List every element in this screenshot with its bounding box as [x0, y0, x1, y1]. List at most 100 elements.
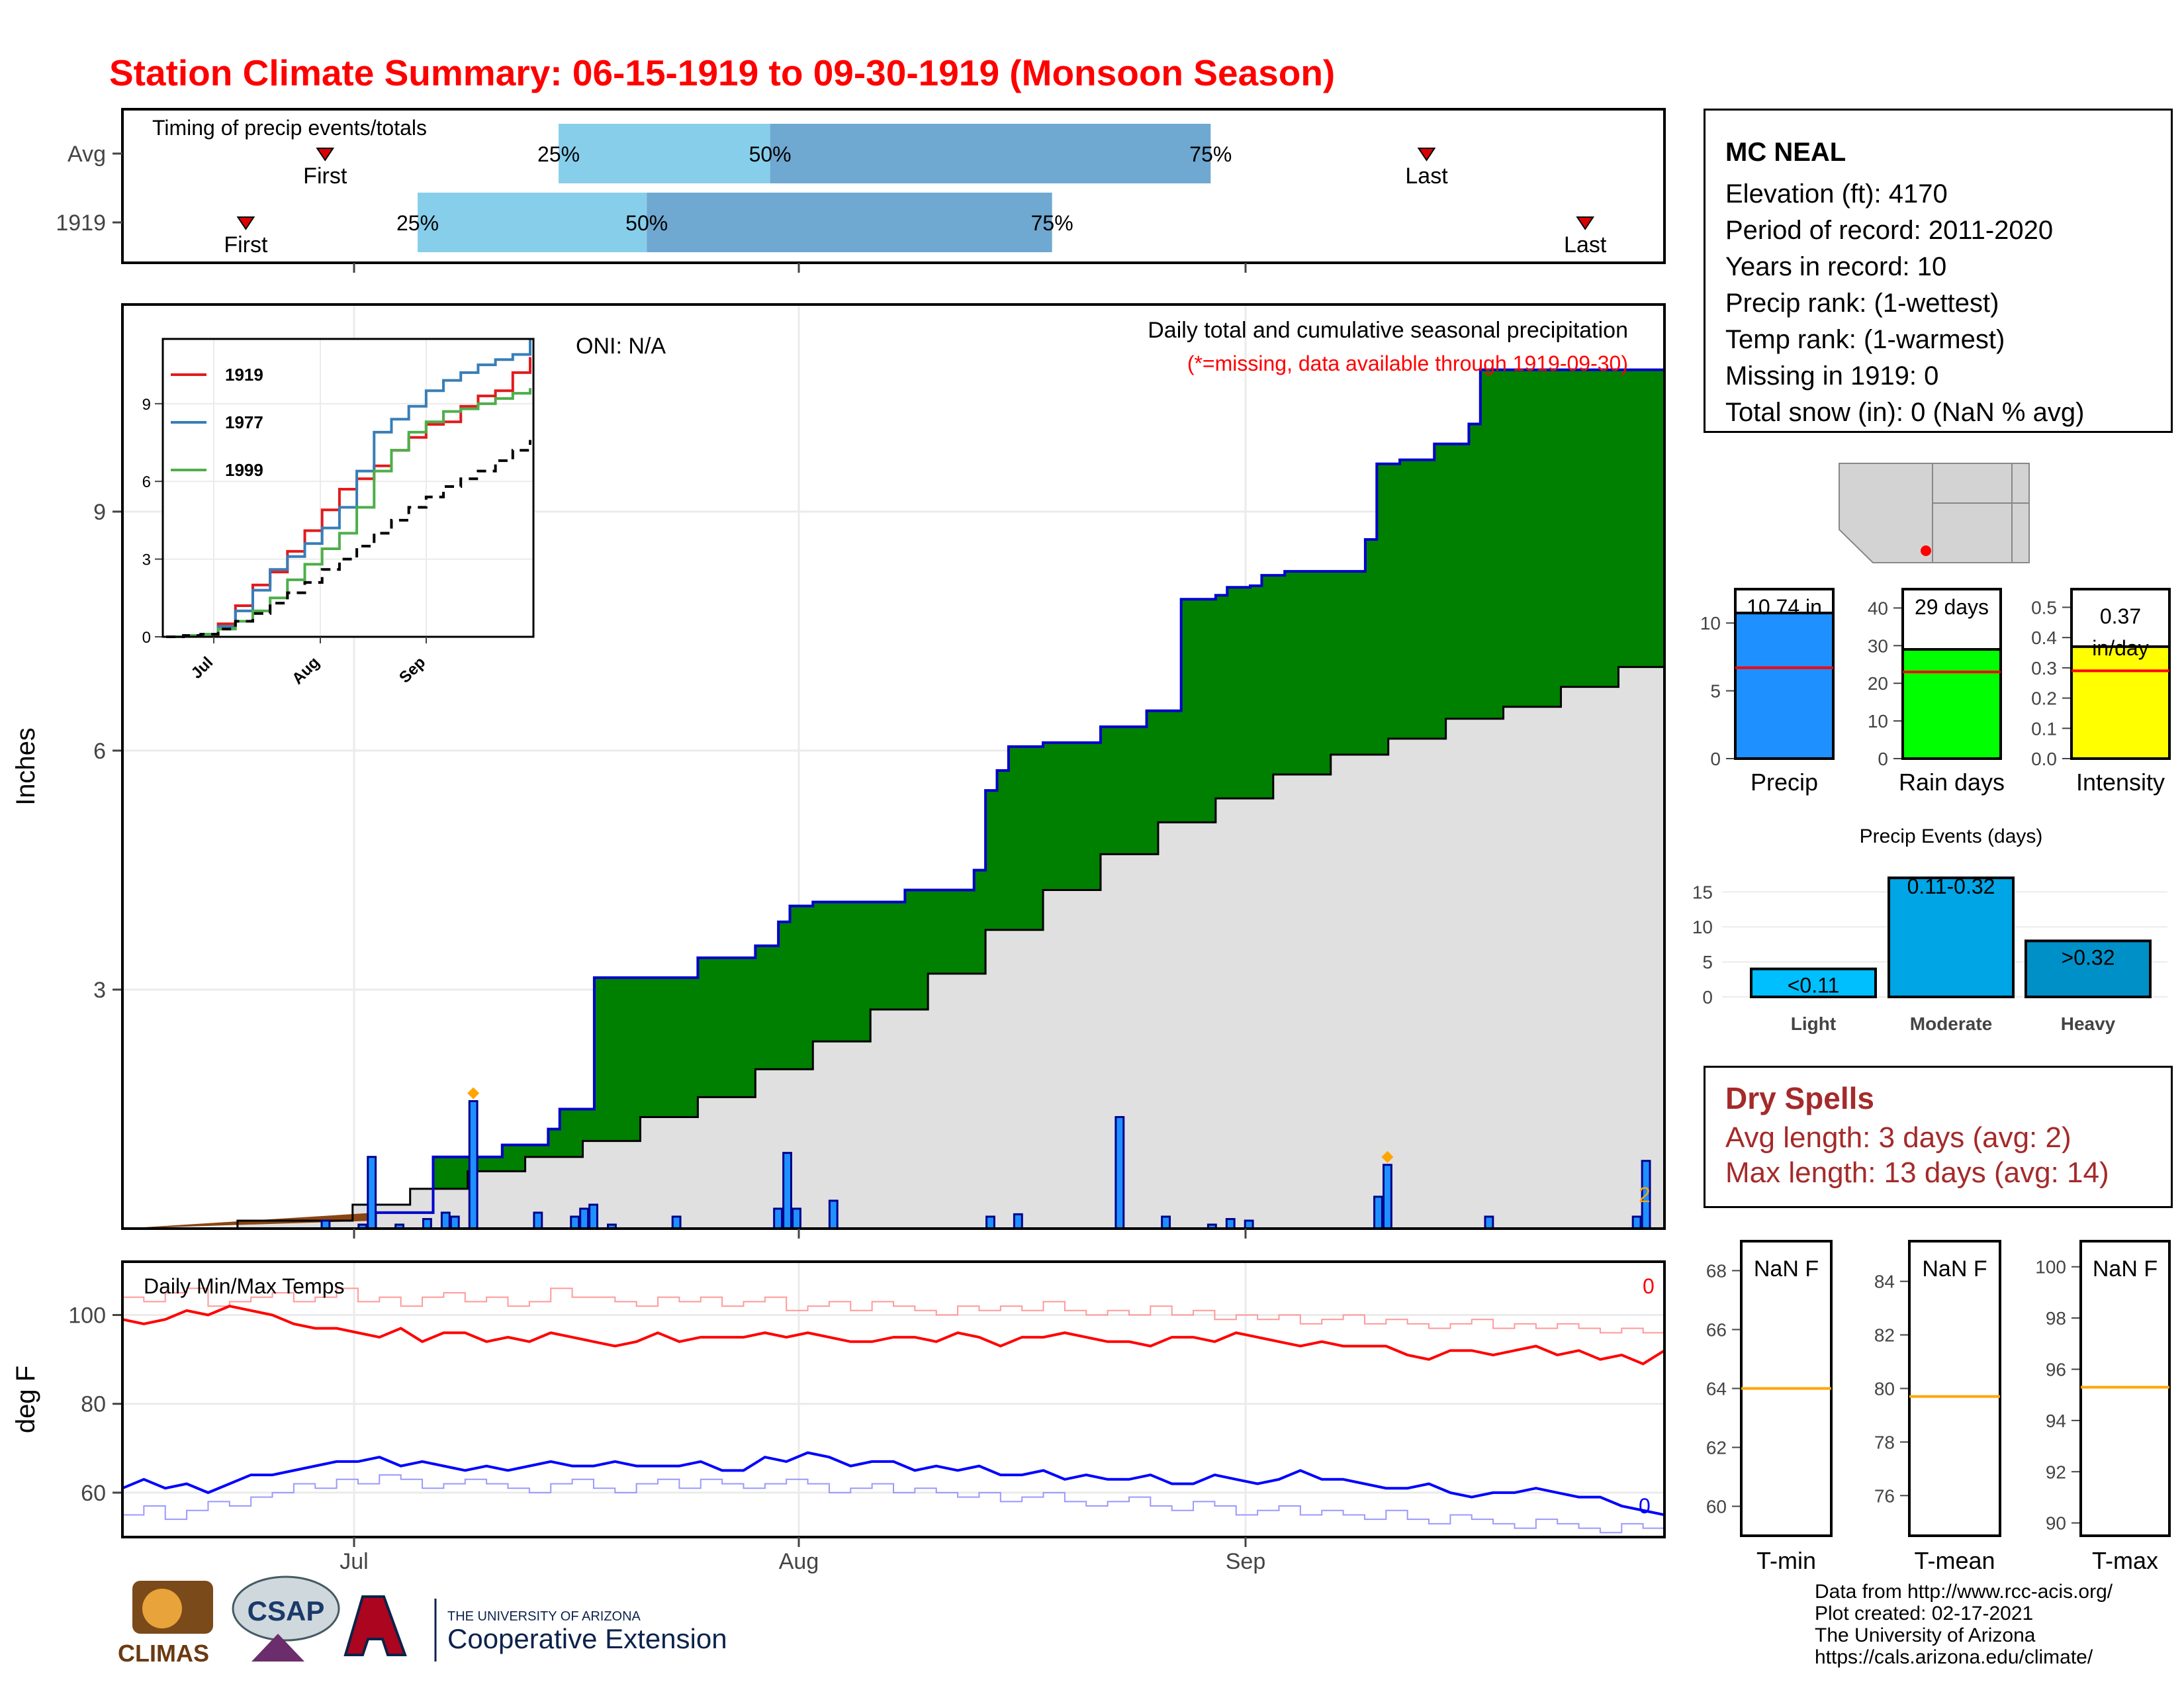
tsummary-ytick-label: 80: [1874, 1379, 1895, 1399]
dry-spells-title: Dry Spells: [1725, 1081, 1874, 1115]
temps-panel: 60 80 100 Daily Min/Max Temps 0 0 deg F Jul Aug S…: [11, 1260, 1666, 1574]
credit-line: https://cals.arizona.edu/climate/: [1815, 1646, 2093, 1668]
event-bar-label: 0.11-0.32: [1907, 874, 1995, 898]
daily-precip-bar: [570, 1215, 580, 1230]
temps-frame: [121, 1260, 1666, 1538]
precip-frame: [121, 303, 1666, 1230]
daily-precip-bar: [422, 1218, 432, 1230]
summary-ytick-label: 0.1: [2031, 718, 2057, 739]
inset-legend-label: 1919: [225, 365, 263, 385]
tsummary-ytick-label: 78: [1874, 1432, 1895, 1452]
summary-value-text: 10.74 in: [1747, 595, 1822, 619]
event-bar: [1888, 876, 2015, 998]
average-cumulative-fill-top: [122, 659, 1664, 1229]
summary-value-text2: in/day: [2092, 636, 2148, 660]
daily-precip-bar: [1013, 1213, 1023, 1230]
missing-marker: [1381, 1150, 1394, 1163]
tsummary-ytick-label: 64: [1706, 1379, 1727, 1399]
summary-ytick-label: 0: [1710, 749, 1721, 769]
inset-ytick-label: 0: [142, 629, 151, 647]
dry-spells-box: Dry Spells Avg length: 3 days (avg: 2) M…: [1704, 1066, 2173, 1208]
tsummary-ytick-label: 68: [1706, 1261, 1727, 1282]
temp-series-line: [122, 1288, 1665, 1338]
map-region: [1839, 463, 2030, 563]
timing-marker-triangle: [236, 216, 255, 230]
temp-series-line: [122, 1474, 1665, 1534]
inset-series-line: [166, 388, 531, 638]
tsummary-ytick-label: 76: [1874, 1485, 1895, 1506]
temps-xtick-label: Sep: [1226, 1549, 1266, 1574]
daily-precip-bar: [533, 1211, 543, 1230]
summary-ytick-label: 20: [1868, 673, 1888, 694]
precip-ytick-label: 6: [93, 739, 106, 764]
events-ytick-label: 0: [1702, 987, 1713, 1008]
inset-ytick-label: 6: [142, 473, 151, 491]
daily-precip-bar: [1161, 1215, 1171, 1230]
summary-bar-label: Intensity: [2076, 769, 2165, 796]
timing-q50-label: 50%: [625, 211, 668, 235]
temps-ytick-label: 100: [68, 1303, 106, 1329]
event-category-label: Heavy: [2061, 1013, 2116, 1034]
station-line: Elevation (ft): 4170: [1725, 179, 1948, 209]
missing-marker: [467, 1087, 480, 1100]
daily-precip-bar: [1115, 1116, 1125, 1230]
timing-marker-triangle: [1576, 216, 1595, 230]
csap-logo-text: CSAP: [248, 1595, 325, 1626]
tsummary-ytick-label: 100: [2035, 1257, 2066, 1278]
tsummary-ytick-label: 66: [1706, 1320, 1727, 1340]
climas-logo-text: CLIMAS: [118, 1640, 209, 1667]
summary-value-text: 29 days: [1915, 595, 1989, 619]
timing-bar-q50-q75: [647, 193, 1052, 252]
temps-xtick-label: Aug: [779, 1549, 819, 1574]
timing-q50-label: 50%: [749, 142, 792, 166]
timing-marker-triangle: [316, 148, 335, 162]
credits: Data from http://www.rcc-acis.org/ Plot …: [1815, 1581, 2113, 1668]
timing-q75-label: 75%: [1031, 211, 1073, 235]
daily-precip-bar: [1373, 1196, 1383, 1230]
timing-marker-label: First: [224, 232, 268, 258]
precip-caption: Daily total and cumulative seasonal prec…: [1148, 318, 1628, 343]
tsummary-ytick-label: 60: [1706, 1497, 1727, 1517]
dry-spells-max: Max length: 13 days (avg: 14): [1725, 1156, 2109, 1189]
station-line: Precip rank: (1-wettest): [1725, 289, 1999, 318]
daily-precip-bar: [588, 1203, 598, 1230]
timing-bar-q50-q75: [770, 124, 1211, 183]
inset-legend-label: 1977: [225, 412, 263, 432]
summary-ytick-label: 10: [1700, 613, 1721, 633]
tsummary-ytick-label: 94: [2046, 1411, 2066, 1431]
timing-marker-triangle: [1417, 148, 1436, 162]
daily-precip-bar: [782, 1152, 792, 1230]
summary-bar: [1901, 648, 2002, 760]
tsummary-label: T-max: [2092, 1547, 2158, 1574]
timing-row-label: 1919: [56, 211, 106, 236]
daily-precip-bar: [1225, 1218, 1236, 1230]
station-name: MC NEAL: [1725, 138, 1846, 167]
daily-precip-bar: [985, 1215, 995, 1230]
tsummary-ytick-label: 90: [2046, 1513, 2066, 1534]
tsummary-ytick-label: 96: [2046, 1359, 2066, 1380]
page-title: Station Climate Summary: 06-15-1919 to 0…: [109, 52, 1336, 93]
average-cumulative-line: [122, 659, 1666, 1230]
observed-cumulative-line: [122, 368, 1664, 1230]
timing-bar-q25-q50: [559, 124, 770, 183]
summary-bar: [1734, 612, 1835, 760]
tsummary-label: T-min: [1756, 1547, 1816, 1574]
temps-missing-min: 0: [1639, 1494, 1651, 1518]
tsummary-value-text: NaN F: [1922, 1256, 1987, 1282]
oni-text: ONI: N/A: [576, 334, 666, 359]
climas-sun-icon: [142, 1589, 182, 1628]
inset-ytick-label: 3: [142, 551, 151, 569]
precip-ytick-label: 9: [93, 500, 106, 525]
summary-ytick-label: 40: [1868, 598, 1888, 618]
temps-missing-max: 0: [1643, 1274, 1655, 1298]
csap-cloud-icon: [232, 1575, 340, 1642]
tsummary-ytick-label: 98: [2046, 1308, 2066, 1329]
temps-ytick-label: 80: [81, 1392, 106, 1417]
csap-mountain-icon: [251, 1634, 304, 1662]
events-ytick-label: 10: [1692, 917, 1713, 937]
station-line: Period of record: 2011-2020: [1725, 216, 2054, 245]
event-category-label: Light: [1791, 1013, 1836, 1034]
tsummary-ytick-label: 84: [1874, 1272, 1895, 1292]
timing-marker-label: Last: [1405, 164, 1448, 189]
